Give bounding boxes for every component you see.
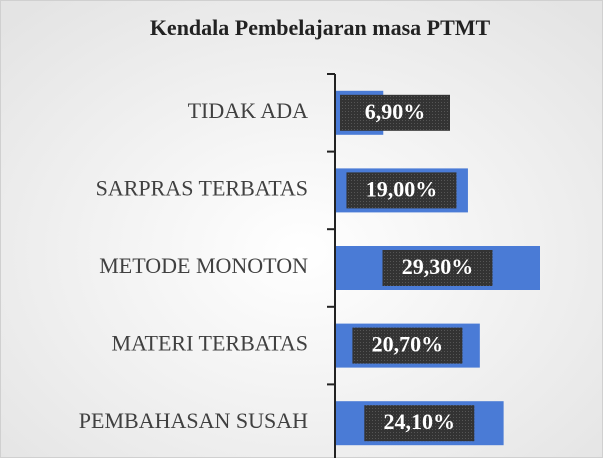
data-label-box: [346, 172, 457, 209]
data-label: 24,10%: [384, 409, 456, 434]
y-tick-label: MATERI TERBATAS: [112, 331, 308, 356]
data-label: 19,00%: [366, 176, 438, 201]
y-tick-label: PEMBAHASAN SUSAH: [79, 408, 308, 433]
data-label-box: [340, 94, 450, 131]
data-label: 6,90%: [365, 99, 426, 124]
data-label: 20,70%: [372, 332, 444, 357]
y-tick-label: SARPRAS TERBATAS: [96, 175, 308, 200]
chart-title: Kendala Pembelajaran masa PTMT: [150, 15, 491, 40]
data-label: 29,30%: [402, 254, 474, 279]
data-label-box: [352, 327, 463, 364]
y-tick-label: METODE MONOTON: [99, 253, 308, 278]
y-tick-label: TIDAK ADA: [188, 98, 308, 123]
data-label-box: [382, 250, 493, 286]
data-label-box: [364, 405, 475, 442]
